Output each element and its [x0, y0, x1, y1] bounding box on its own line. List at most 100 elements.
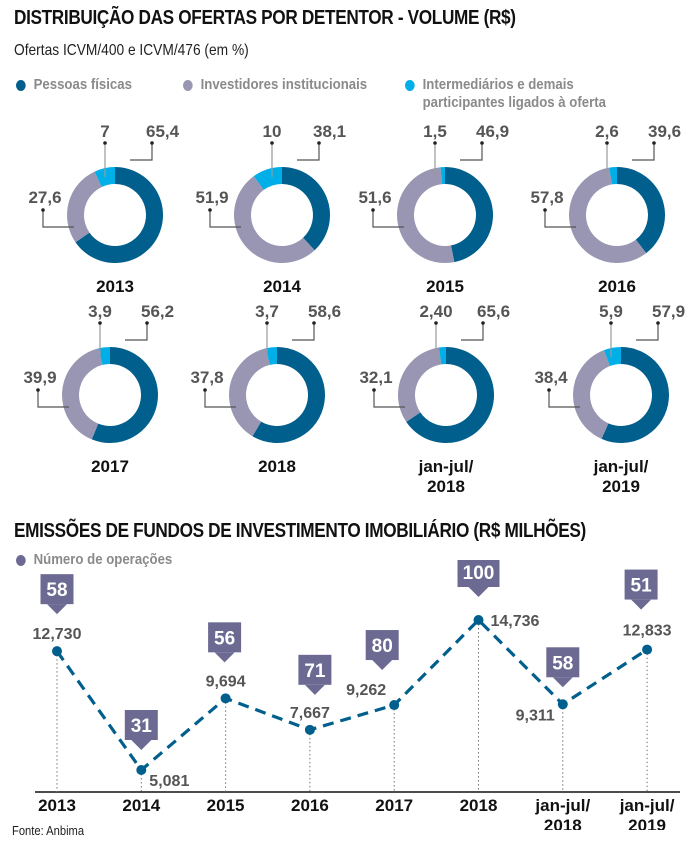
donut-charts: 65,4 7 27,6 2013 38,1 10 51,9 2014 46,9 1,5 51,6 20… — [23, 122, 685, 496]
leader-dot — [265, 321, 269, 325]
operations-count: 71 — [304, 661, 326, 682]
leader-line — [42, 210, 74, 228]
leader-line — [204, 390, 236, 408]
leader-dot — [480, 141, 484, 145]
leader-dot — [656, 321, 660, 325]
legend-label: Intermediários e demais participantes li… — [423, 76, 606, 112]
slice-pessoas-fisicas — [601, 347, 669, 443]
data-point — [136, 765, 147, 775]
operations-count: 58 — [46, 580, 67, 601]
legend-label: Número de operações — [33, 551, 173, 568]
legend-dot-icon — [183, 80, 193, 91]
panel-label: jan-jul/ — [593, 457, 649, 476]
slice-pessoas-fisicas — [75, 167, 163, 263]
legend-label: Investidores institucionais — [200, 76, 368, 93]
legend-dot-icon — [16, 555, 26, 566]
data-label-value: 9,694 — [206, 673, 246, 690]
slice-institucionais — [62, 348, 103, 440]
series-line-emissoes — [55, 617, 648, 773]
donut-panel: 65,4 7 27,6 2013 — [28, 122, 179, 296]
data-label-intermediarios: 3,9 — [88, 302, 112, 321]
x-tick-label: 2016 — [291, 796, 329, 815]
leader-dot — [652, 141, 656, 145]
chart-title: DISTRIBUIÇÃO DAS OFERTAS POR DETENTOR - … — [14, 7, 516, 29]
operations-box-pointer — [131, 740, 152, 750]
data-point — [389, 700, 400, 711]
operations-box-pointer — [214, 652, 235, 663]
data-label-pessoas-fisicas: 58,6 — [308, 302, 341, 321]
legend-item-numero-operacoes: Número de operações — [16, 551, 172, 569]
operations-count: 31 — [131, 716, 153, 737]
legend-dot-icon — [405, 80, 415, 91]
x-tick-label: jan-jul/ — [619, 796, 675, 815]
operations-box-pointer — [552, 677, 573, 688]
x-tick-label: 2013 — [38, 796, 76, 815]
data-label-intermediarios: 1,5 — [423, 122, 447, 141]
slice-institucionais — [67, 171, 102, 243]
data-label-intermediarios: 2,6 — [595, 122, 619, 141]
panel-label: 2013 — [96, 277, 134, 296]
leader-line — [130, 143, 153, 161]
panel-label: 2016 — [598, 277, 636, 296]
data-label-value: 9,262 — [346, 682, 386, 699]
panel-label: 2018 — [258, 457, 296, 476]
data-point — [304, 724, 315, 735]
donut-panel: 38,1 10 51,9 2014 — [195, 122, 346, 296]
leader-line — [636, 323, 659, 341]
data-label-value: 5,081 — [149, 773, 189, 790]
data-label-pessoas-fisicas: 56,2 — [141, 302, 174, 321]
data-label-intermediarios: 10 — [263, 122, 282, 141]
operations-box-pointer — [468, 587, 489, 597]
legend-item-intermediarios: Intermediários e demais participantes li… — [405, 76, 606, 112]
legend-label: Pessoas físicas — [33, 76, 132, 93]
leader-line — [544, 210, 576, 228]
data-label-institucionais: 37,8 — [190, 368, 223, 387]
operations-count: 100 — [463, 563, 495, 584]
leader-line — [632, 143, 655, 161]
data-label-pessoas-fisicas: 65,6 — [477, 302, 510, 321]
legend-label-line1: Intermediários e demais — [422, 76, 574, 93]
data-point — [473, 615, 484, 625]
leader-dot — [543, 208, 547, 212]
operations-box — [365, 630, 399, 661]
panel-label: 2019 — [602, 477, 640, 496]
slice-institucionais — [573, 350, 611, 439]
data-label-institucionais: 39,9 — [23, 368, 56, 387]
leader-dot — [547, 388, 551, 392]
leader-line — [292, 323, 315, 341]
data-label-institucionais: 51,6 — [358, 188, 391, 207]
operations-box — [457, 560, 500, 587]
leader-line — [460, 143, 483, 161]
leader-dot — [317, 141, 321, 145]
slice-institucionais — [569, 167, 647, 263]
data-label-value: 14,736 — [491, 613, 540, 630]
legend-item-investidores-institucionais: Investidores institucionais — [183, 76, 367, 94]
data-label-pessoas-fisicas: 38,1 — [313, 122, 346, 141]
leader-line — [125, 323, 148, 341]
slice-pessoas-fisicas — [617, 167, 666, 254]
operations-box — [546, 647, 580, 678]
operations-box-pointer — [47, 604, 67, 615]
data-label-value: 12,730 — [33, 626, 82, 643]
slice-intermediarios — [98, 347, 110, 365]
data-point — [642, 644, 653, 655]
data-label-pessoas-fisicas: 65,4 — [146, 122, 180, 141]
leader-dot — [605, 141, 609, 145]
leader-dot — [145, 321, 149, 325]
x-tick-label: 2017 — [375, 796, 413, 815]
data-label-institucionais: 32,1 — [359, 368, 392, 387]
slice-intermediarios — [609, 167, 617, 185]
leader-line — [37, 390, 69, 408]
operations-box-pointer — [304, 684, 325, 695]
leader-line — [372, 210, 404, 228]
operations-box — [40, 574, 74, 605]
slice-intermediarios — [438, 347, 446, 365]
chart-subtitle: Ofertas ICVM/400 e ICVM/476 (em %) — [14, 42, 249, 59]
slice-pessoas-fisicas — [282, 167, 330, 251]
data-label-pessoas-fisicas: 46,9 — [476, 122, 509, 141]
leader-dot — [433, 141, 437, 145]
data-label-institucionais: 27,6 — [28, 188, 61, 207]
legend-dot-icon — [16, 80, 26, 91]
leader-dot — [434, 321, 438, 325]
leader-dot — [36, 388, 40, 392]
